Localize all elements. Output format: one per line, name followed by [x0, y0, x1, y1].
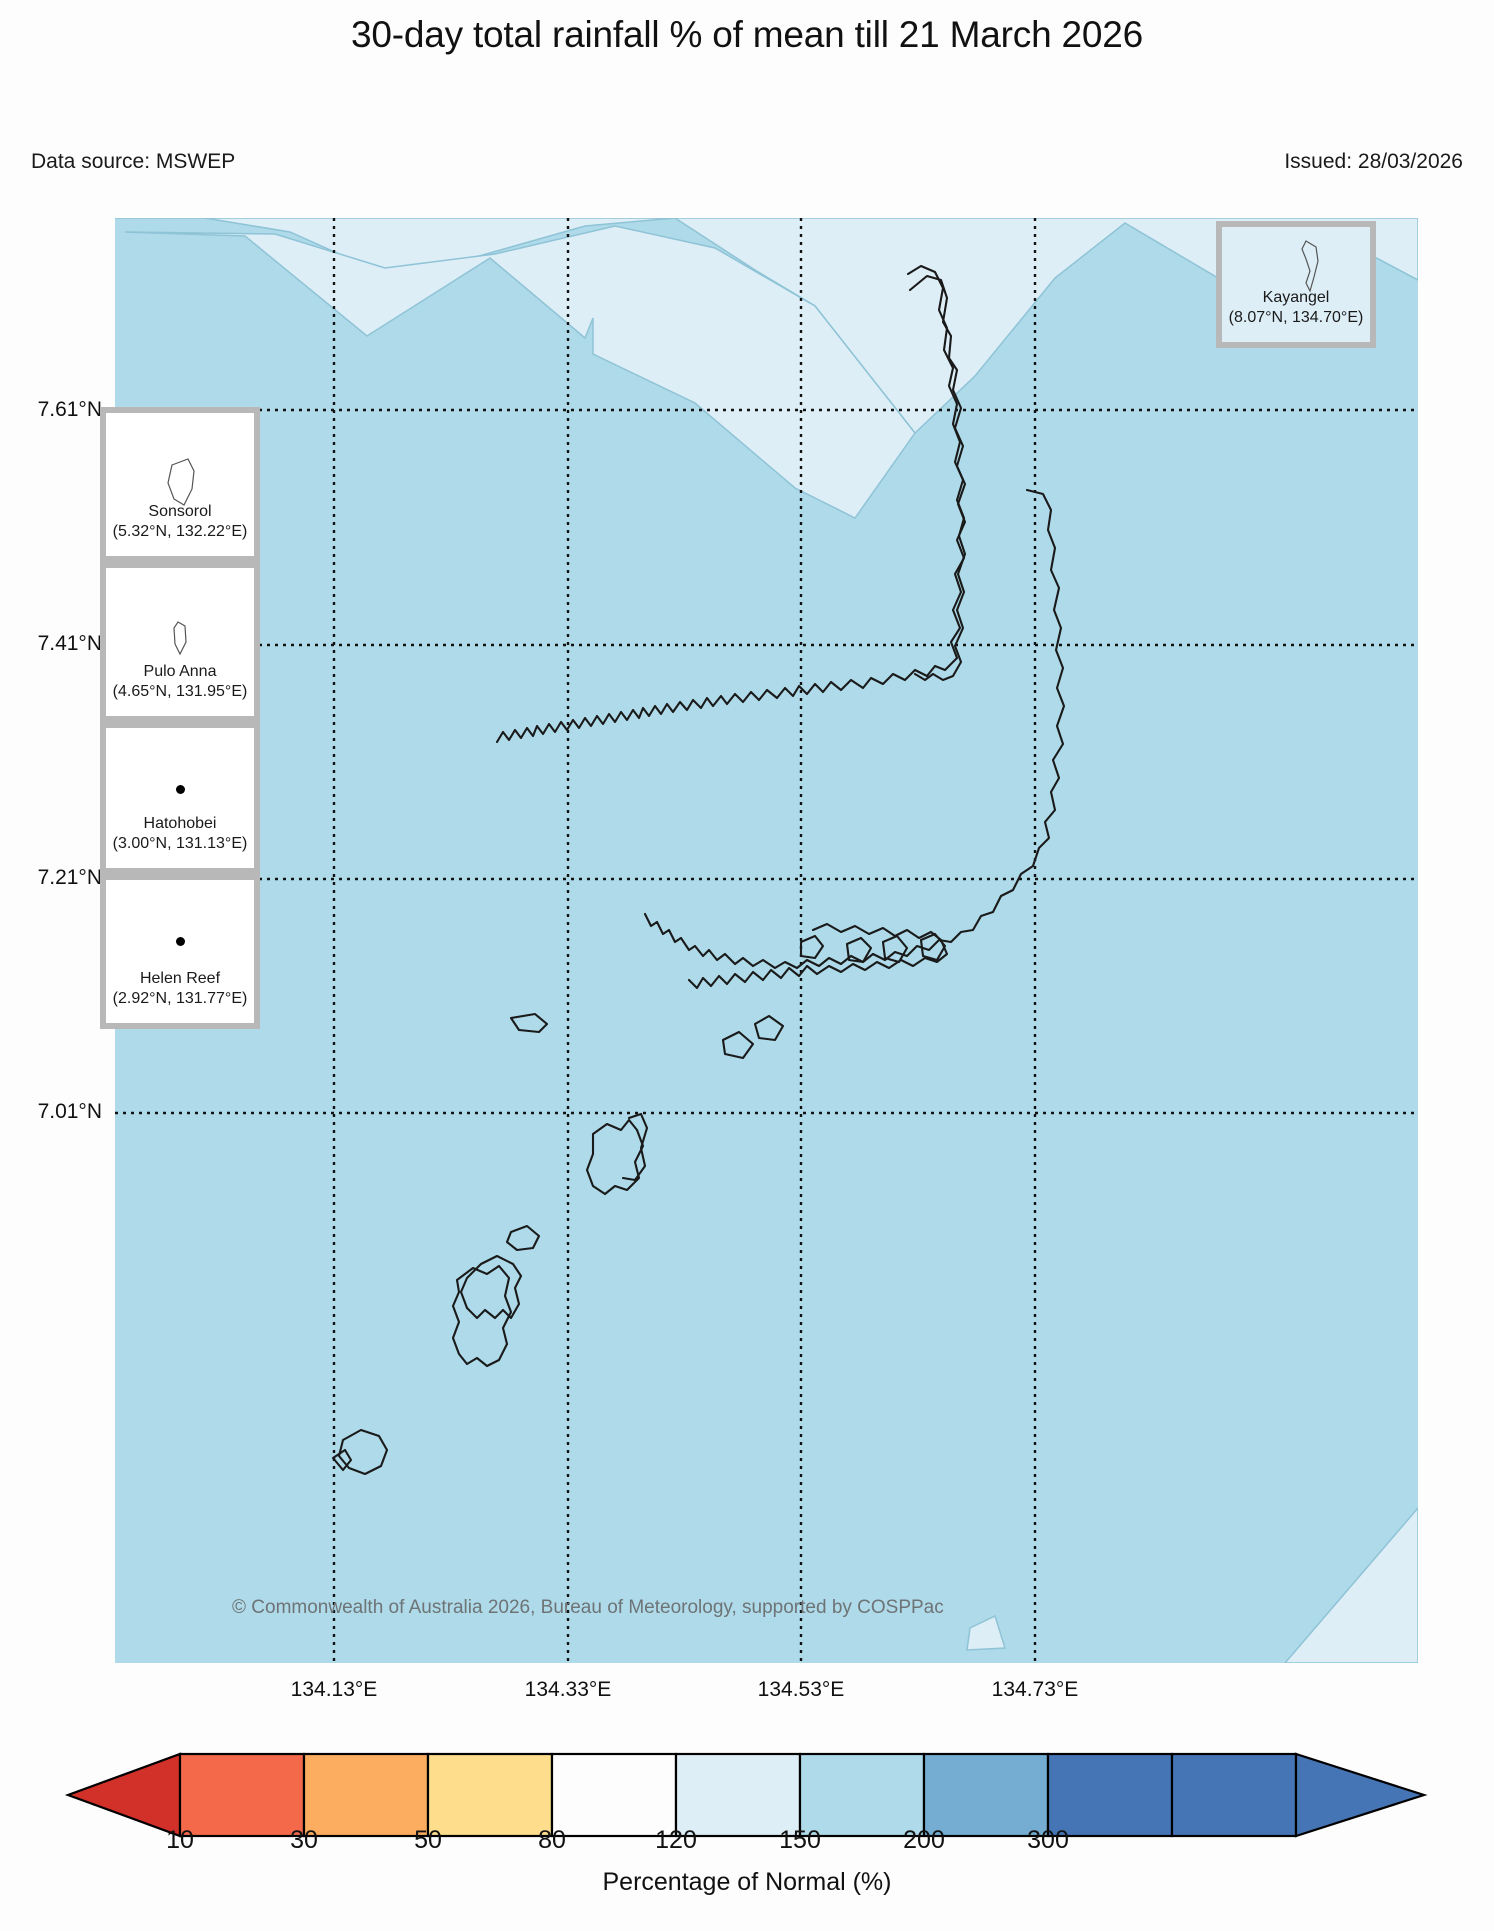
- coast-babeldaob-east: [906, 264, 967, 682]
- colorbar-segment: [550, 1752, 678, 1838]
- inset-title: Sonsorol: [148, 503, 212, 521]
- lat-tick-label: 7.61°N: [37, 398, 102, 421]
- rainfall-map: [115, 218, 1418, 1663]
- coast-south-long-island: [451, 1264, 513, 1368]
- inset-hatohobei[interactable]: Hatohobei (3.00°N, 131.13°E): [100, 722, 260, 874]
- colorbar-segment: [302, 1752, 430, 1838]
- pulo-anna-island-shape: [173, 621, 187, 656]
- colorbar-extend-min: [64, 1752, 182, 1838]
- inset-title: Hatohobei: [143, 815, 217, 833]
- colorbar-tick: 300: [1027, 1826, 1069, 1854]
- inset-helen-reef[interactable]: Helen Reef (2.92°N, 131.77°E): [100, 874, 260, 1029]
- inset-coords: (2.92°N, 131.77°E): [112, 990, 248, 1008]
- colorbar-segment: [426, 1752, 554, 1838]
- colorbar-segment: [1046, 1752, 1174, 1838]
- coast-southwest-spur: [331, 1448, 353, 1472]
- palau-coastlines: [331, 264, 1066, 1476]
- coast-rock-islands-detail-5: [753, 1014, 785, 1042]
- coast-angaur: [505, 1224, 541, 1252]
- lon-tick-label: 134.13°E: [290, 1678, 378, 1701]
- colorbar-segment: [1170, 1752, 1298, 1838]
- inset-coords: (8.07°N, 134.70°E): [1228, 309, 1364, 327]
- band-120-150-southeast: [1284, 1506, 1418, 1663]
- inset-kayangel[interactable]: Kayangel (8.07°N, 134.70°E): [1216, 221, 1376, 348]
- hatohobei-point-marker: [176, 785, 185, 794]
- inset-pulo-anna[interactable]: Pulo Anna (4.65°N, 131.95°E): [100, 562, 260, 722]
- inset-coords: (4.65°N, 131.95°E): [112, 683, 248, 701]
- coast-peleliu-east: [621, 1112, 649, 1182]
- lat-tick-label: 7.01°N: [37, 1100, 102, 1123]
- colorbar-tick: 30: [290, 1826, 318, 1854]
- colorbar-segment: [178, 1752, 306, 1838]
- coast-southwest-island: [337, 1428, 389, 1476]
- colorbar-tick: 150: [779, 1826, 821, 1854]
- kayangel-island-shape: [1301, 240, 1319, 293]
- lat-tick-label: 7.41°N: [37, 632, 102, 655]
- coast-palau-main: [643, 488, 1066, 970]
- map-gridlines: [115, 218, 1418, 1663]
- lon-tick-label: 134.53°E: [757, 1678, 845, 1701]
- inset-title: Helen Reef: [139, 970, 221, 988]
- colorbar-tick: 120: [655, 1826, 697, 1854]
- colorbar-axis-label: Percentage of Normal (%): [602, 1868, 892, 1896]
- map-canvas: [115, 218, 1418, 1663]
- lon-tick-label: 134.73°E: [991, 1678, 1079, 1701]
- band-120-150-contour: [124, 225, 916, 519]
- coast-rock-islands-detail-4: [919, 932, 947, 962]
- coast-rock-islands-detail-2: [845, 936, 873, 964]
- copyright-notice: © Commonwealth of Australia 2026, Bureau…: [232, 1597, 944, 1618]
- helen-reef-point-marker: [176, 937, 185, 946]
- coast-rock-islands-detail-6: [721, 1030, 755, 1060]
- colorbar-segment: [922, 1752, 1050, 1838]
- coast-peleliu: [585, 1118, 645, 1196]
- colorbar-swatches: [64, 1752, 1428, 1838]
- colorbar-segment: [798, 1752, 926, 1838]
- coast-small-islet-west: [509, 1012, 549, 1034]
- colorbar-tick: 50: [414, 1826, 442, 1854]
- colorbar-tick: 200: [903, 1826, 945, 1854]
- band-120-150-small-wedge: [966, 1614, 1007, 1651]
- sonsorol-island-shape: [167, 458, 195, 506]
- colorbar-tick: 80: [538, 1826, 566, 1854]
- coast-rock-islands-detail-3: [881, 934, 909, 964]
- data-source-label: Data source: MSWEP: [31, 150, 236, 173]
- inset-coords: (3.00°N, 131.13°E): [112, 835, 248, 853]
- colorbar-tick: 10: [166, 1826, 194, 1854]
- inset-coords: (5.32°N, 132.22°E): [112, 523, 248, 541]
- colorbar-segment: [674, 1752, 802, 1838]
- inset-title: Kayangel: [1262, 289, 1330, 307]
- colorbar: 10 30 50 80 120 150 200 300 Percentage o…: [0, 1740, 1494, 1930]
- lon-tick-label: 134.33°E: [524, 1678, 612, 1701]
- colorbar-extend-max: [1294, 1752, 1428, 1838]
- coast-south-chain: [459, 1254, 523, 1320]
- inset-title: Pulo Anna: [143, 663, 217, 681]
- inset-sonsorol[interactable]: Sonsorol (5.32°N, 132.22°E): [100, 407, 260, 562]
- coast-rock-islands-detail: [799, 934, 825, 960]
- page-title: 30-day total rainfall % of mean till 21 …: [350, 14, 1144, 55]
- lat-tick-label: 7.21°N: [37, 866, 102, 889]
- issued-date-label: Issued: 28/03/2026: [1284, 150, 1463, 173]
